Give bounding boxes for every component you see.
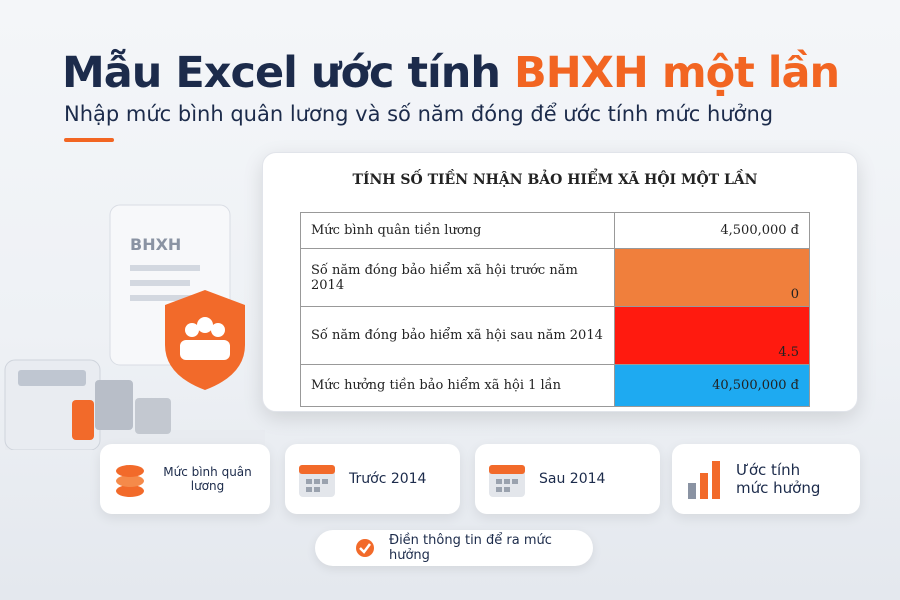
row: Mức bình quân tiền lương 4,500,000 đ (300, 212, 810, 249)
underline (64, 138, 114, 142)
cell: Mức hưởng tiền bảo hiểm xã hội 1 lần (300, 364, 615, 407)
row: Số năm đóng bảo hiểm xã hội sau năm 2014… (300, 306, 810, 365)
illustration: BHXH (4, 204, 265, 450)
feature-card: Ước tính mức hưởng (672, 444, 860, 514)
calendar-icon (489, 465, 525, 497)
cell: 0 (614, 248, 810, 307)
title: Mẫu Excel ước tính BHXH một lần (62, 48, 840, 98)
line (130, 265, 200, 271)
line (130, 280, 190, 286)
icon (180, 340, 230, 360)
icon (197, 317, 213, 333)
table-title: TÍNH SỐ TIỀN NHẬN BẢO HIỂM XÃ HỘI MỘT LẦ… (352, 172, 758, 188)
icon (185, 323, 199, 337)
cell: 40,500,000 đ (614, 364, 810, 407)
coins (95, 380, 133, 430)
calendar-icon (299, 465, 335, 497)
feature-label: Ước tính mức hưởng (736, 461, 821, 497)
feature-label: Mức bình quân lương (163, 465, 252, 493)
subtitle: Nhập mức bình quân lương và số năm đóng … (64, 102, 774, 126)
feature-label: Sau 2014 (539, 471, 606, 487)
icon (211, 323, 225, 337)
feature-card: Mức bình quân lương (100, 444, 270, 514)
cell: 4.5 (614, 306, 810, 365)
cell: Số năm đóng bảo hiểm xã hội sau năm 2014 (300, 306, 615, 365)
table: Mức bình quân tiền lương 4,500,000 đ Số n… (300, 212, 810, 407)
action-button[interactable]: Điền thông tin để ra mức hưởng (315, 530, 593, 566)
cell: Mức bình quân tiền lương (300, 212, 615, 249)
bars-icon (688, 461, 720, 499)
button-label[interactable]: Điền thông tin để ra mức hưởng (389, 533, 552, 563)
feature-label: Trước 2014 (349, 471, 427, 487)
coins-icon (116, 465, 144, 497)
cell: Số năm đóng bảo hiểm xã hội trước năm 20… (300, 248, 615, 307)
document-label: BHXH (130, 235, 181, 254)
screen (18, 370, 86, 386)
cell: 4,500,000 đ (614, 212, 810, 249)
title-accent: BHXH một lần (513, 48, 840, 98)
row: Mức hưởng tiền bảo hiểm xã hội 1 lần 40,5… (300, 364, 810, 407)
check-icon (356, 539, 374, 557)
line (130, 295, 200, 301)
feature-card: Trước 2014 (285, 444, 460, 514)
feature-card: Sau 2014 (475, 444, 660, 514)
row: Số năm đóng bảo hiểm xã hội trước năm 20… (300, 248, 810, 307)
title-main: Mẫu Excel ước tính (62, 48, 501, 98)
key (72, 400, 94, 440)
coins (135, 398, 171, 434)
